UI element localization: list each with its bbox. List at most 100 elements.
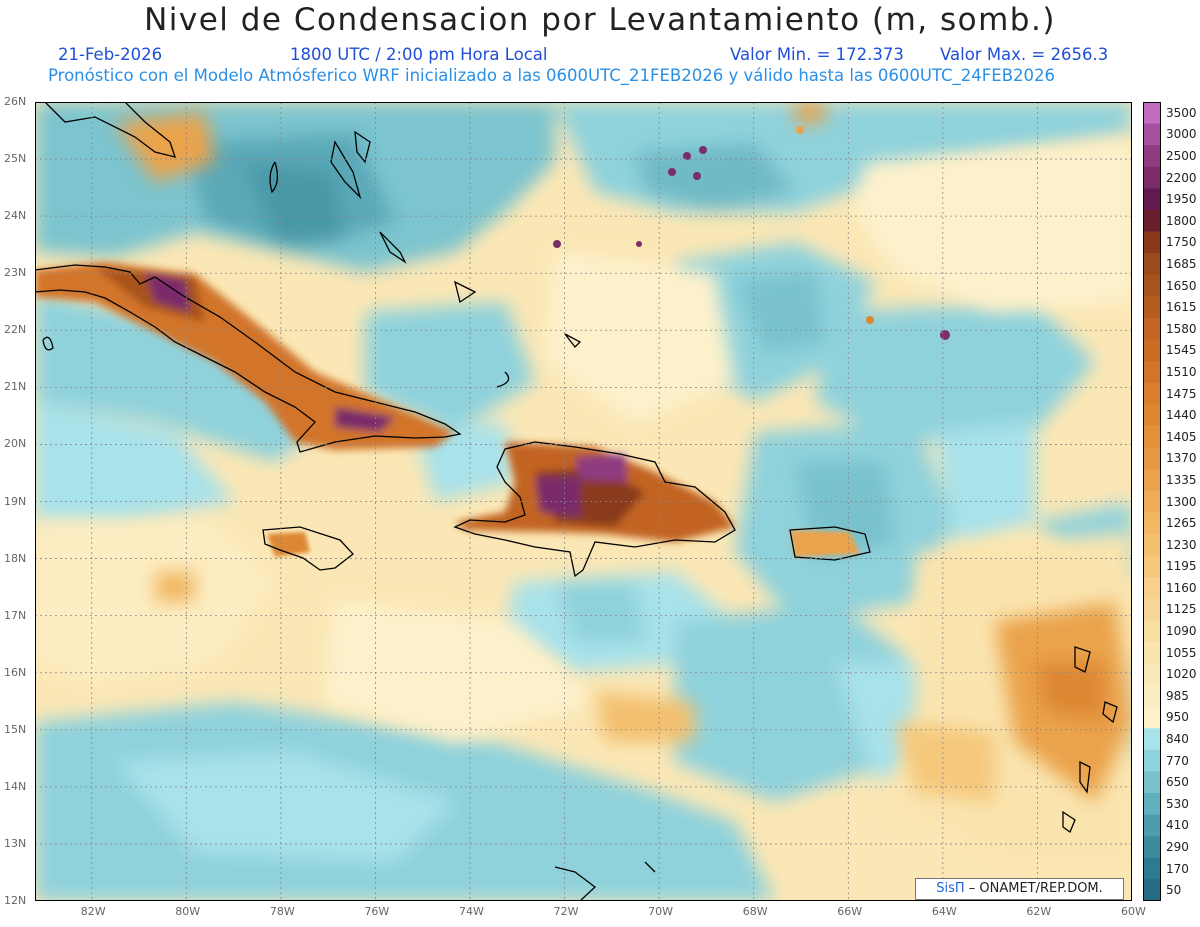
colorbar-swatch xyxy=(1143,425,1161,449)
colorbar-swatch xyxy=(1143,685,1161,708)
colorbar-swatch xyxy=(1143,836,1161,859)
colorbar-label: 2200 xyxy=(1166,170,1197,185)
colorbar-label: 1750 xyxy=(1166,235,1197,250)
forecast-date: 21-Feb-2026 xyxy=(58,45,163,64)
colorbar-swatch xyxy=(1143,728,1161,751)
colorbar-label: 1055 xyxy=(1166,645,1197,660)
colorbar-swatch xyxy=(1143,404,1161,427)
colorbar-label: 1615 xyxy=(1166,300,1197,315)
colorbar-swatch xyxy=(1143,166,1161,189)
colorbar-label: 1950 xyxy=(1166,192,1197,207)
colorbar xyxy=(1143,102,1161,901)
latitude-label: 23N xyxy=(4,266,27,280)
latitude-label: 14N xyxy=(4,779,27,793)
colorbar-swatch xyxy=(1143,512,1161,535)
longitude-label: 74W xyxy=(459,905,484,918)
colorbar-swatch xyxy=(1143,706,1161,729)
colorbar-swatch xyxy=(1143,879,1161,901)
high-lcl-field xyxy=(115,102,1132,802)
hispaniola-high-lcl xyxy=(455,442,735,542)
colorbar-swatch xyxy=(1143,814,1161,837)
longitude-label: 80W xyxy=(175,905,201,918)
colorbar-swatch xyxy=(1143,663,1161,686)
colorbar-label: 985 xyxy=(1166,688,1189,703)
latitude-label: 21N xyxy=(4,380,27,394)
latitude-label: 26N xyxy=(4,95,27,108)
colorbar-label: 1800 xyxy=(1166,213,1197,228)
colorbar-swatch xyxy=(1143,102,1161,125)
longitude-label: 78W xyxy=(269,905,295,918)
colorbar-swatch xyxy=(1143,296,1161,319)
longitude-label: 76W xyxy=(364,905,390,918)
longitude-label: 70W xyxy=(648,905,674,918)
map-gridlines xyxy=(35,102,1132,901)
latitude-label: 25N xyxy=(4,152,27,166)
colorbar-swatch xyxy=(1143,231,1161,254)
longitude-label: 72W xyxy=(553,905,579,918)
longitude-label: 62W xyxy=(1026,905,1052,918)
colorbar-label: 1650 xyxy=(1166,278,1197,293)
colorbar-swatch xyxy=(1143,793,1161,816)
latitude-label: 24N xyxy=(4,209,27,223)
longitude-label: 66W xyxy=(837,905,863,918)
latitude-label: 17N xyxy=(4,608,27,622)
colorbar-label: 770 xyxy=(1166,753,1189,768)
forecast-time: 1800 UTC / 2:00 pm Hora Local xyxy=(290,45,548,64)
colorbar-label: 1405 xyxy=(1166,429,1197,444)
colorbar-swatch xyxy=(1143,641,1161,664)
colorbar-label: 950 xyxy=(1166,710,1189,725)
colorbar-swatch xyxy=(1143,620,1161,643)
colorbar-swatch xyxy=(1143,490,1161,513)
latitude-label: 16N xyxy=(4,665,27,679)
colorbar-swatch xyxy=(1143,749,1161,772)
colorbar-label: 3000 xyxy=(1166,127,1197,142)
colorbar-swatch xyxy=(1143,555,1161,578)
sispi-logo: SisΠ xyxy=(936,881,965,896)
colorbar-label: 290 xyxy=(1166,840,1189,854)
colorbar-swatch xyxy=(1143,533,1161,556)
colorbar-swatch xyxy=(1143,857,1161,880)
colorbar-swatch xyxy=(1143,209,1161,233)
colorbar-frame xyxy=(1143,102,1161,901)
low-lcl-field xyxy=(35,102,1132,901)
latitude-label: 18N xyxy=(4,551,27,565)
colorbar-swatch xyxy=(1143,361,1161,384)
latitude-label: 19N xyxy=(4,494,27,508)
weather-map xyxy=(35,102,1132,901)
min-value: Valor Min. = 172.373 xyxy=(730,45,904,64)
colorbar-swatch xyxy=(1143,447,1161,470)
map-frame xyxy=(35,102,1132,901)
colorbar-swatch xyxy=(1143,145,1161,168)
latitude-label: 12N xyxy=(4,894,27,907)
islands-high-lcl xyxy=(267,530,860,557)
cuba-high-lcl xyxy=(35,262,455,450)
colorbar-swatch xyxy=(1143,188,1161,211)
colorbar-label: 1580 xyxy=(1166,321,1197,336)
colorbar-swatch xyxy=(1143,577,1161,600)
colorbar-label: 650 xyxy=(1166,775,1189,790)
credit-box: SisΠ – ONAMET/REP.DOM. xyxy=(915,878,1124,900)
colorbar-label: 1160 xyxy=(1166,580,1197,595)
longitude-label: 60W xyxy=(1121,905,1146,918)
colorbar-swatch xyxy=(1143,123,1161,146)
colorbar-swatch xyxy=(1143,771,1161,794)
colorbar-label: 3500 xyxy=(1166,105,1197,120)
colorbar-swatch xyxy=(1143,598,1161,621)
model-info: Pronóstico con el Modelo Atmósferico WRF… xyxy=(48,66,1056,85)
longitude-label: 68W xyxy=(742,905,768,918)
colorbar-label: 1335 xyxy=(1166,472,1197,487)
colorbar-label: 1685 xyxy=(1166,256,1197,271)
colorbar-swatch xyxy=(1143,339,1161,362)
isolated-cells xyxy=(553,126,950,340)
latitude-label: 15N xyxy=(4,722,27,736)
colorbar-label: 1300 xyxy=(1166,494,1197,509)
colorbar-swatch xyxy=(1143,382,1161,405)
colorbar-label: 1230 xyxy=(1166,537,1197,552)
colorbar-label: 170 xyxy=(1166,861,1189,876)
colorbar-label: 1440 xyxy=(1166,408,1197,423)
colorbar-label: 1195 xyxy=(1166,559,1197,574)
colorbar-label: 1545 xyxy=(1166,343,1197,358)
credit-text: – ONAMET/REP.DOM. xyxy=(968,881,1103,896)
colorbar-label: 530 xyxy=(1166,796,1189,811)
longitude-label: 64W xyxy=(931,905,957,918)
